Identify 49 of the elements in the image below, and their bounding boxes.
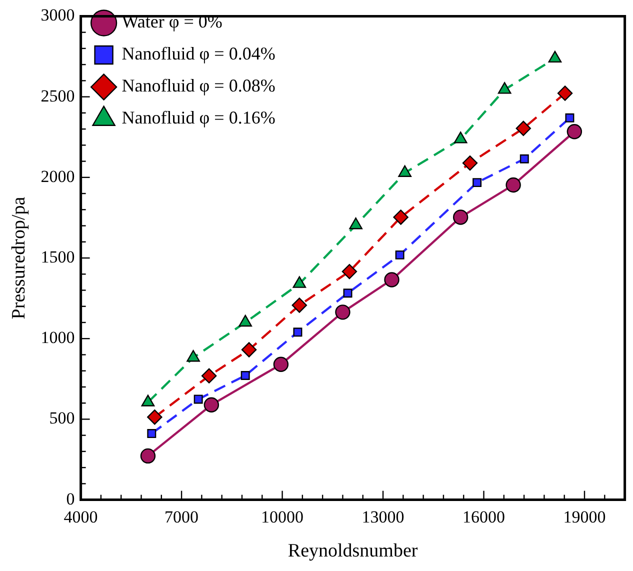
point: [462, 155, 478, 171]
point: [398, 165, 412, 177]
point: [335, 304, 350, 320]
point: [342, 264, 358, 280]
point: [565, 113, 574, 122]
point: [201, 368, 217, 384]
x-tick-label: 13000: [362, 507, 404, 526]
point: [140, 448, 156, 464]
point: [452, 210, 468, 225]
point: [384, 272, 400, 288]
x-tick-label: 16000: [462, 507, 506, 526]
y-tick-label: 1500: [40, 247, 75, 266]
point: [557, 86, 573, 101]
point: [349, 218, 362, 230]
x-tick-label: 19000: [563, 507, 606, 526]
point: [498, 82, 512, 94]
y-tick-label: 1000: [40, 328, 75, 348]
point: [343, 288, 352, 298]
legend-label: Nanofluid φ = 0.08%: [122, 76, 276, 96]
y-tick-label: 500: [49, 408, 75, 428]
point: [395, 250, 404, 260]
point: [147, 410, 162, 425]
x-axis-title: Reynoldsnumber: [288, 540, 418, 562]
point: [566, 124, 582, 140]
y-tick-label: 0: [66, 489, 75, 508]
point: [516, 120, 531, 136]
point: [548, 50, 562, 63]
x-tick-label: 10000: [261, 507, 304, 526]
point: [454, 132, 468, 144]
point: [204, 397, 220, 412]
point: [292, 298, 308, 313]
point: [194, 394, 203, 404]
y-tick-label: 3000: [40, 6, 75, 25]
point: [506, 177, 521, 193]
point: [520, 154, 529, 164]
point: [273, 356, 289, 372]
legend-label: Nanofluid φ = 0.16%: [122, 108, 276, 128]
point: [393, 210, 408, 225]
point: [472, 178, 482, 188]
y-tick-label: 2500: [40, 86, 75, 106]
x-tick-label: 7000: [164, 507, 199, 526]
point: [241, 342, 257, 358]
point: [147, 429, 156, 438]
y-axis-title: Pressuredrop/pa: [8, 196, 30, 320]
point: [293, 328, 302, 337]
legend-label: Nanofluid φ = 0.04%: [122, 44, 276, 64]
point: [240, 371, 250, 380]
y-tick-label: 2000: [40, 166, 75, 186]
x-tick-label: 4000: [64, 507, 98, 526]
